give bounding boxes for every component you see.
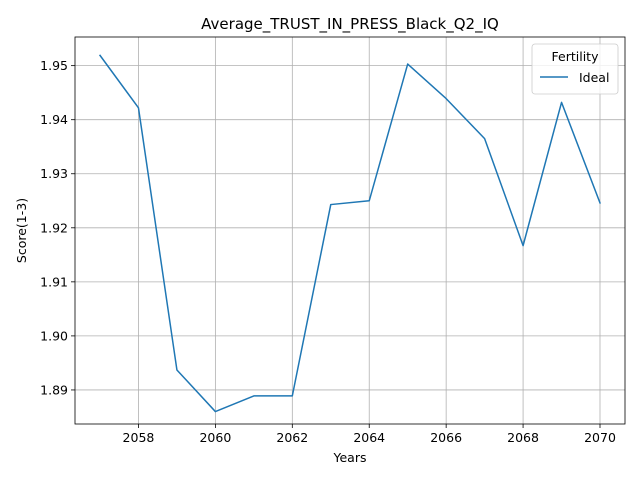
- legend-title: Fertility: [552, 49, 600, 64]
- x-axis-label: Years: [333, 450, 367, 465]
- y-tick-label: 1.90: [40, 328, 68, 343]
- x-axis: 2058 2060 2062 2064 2066 2068 2070: [123, 424, 616, 445]
- plot-area: [74, 36, 626, 425]
- x-tick-label: 2060: [199, 430, 231, 445]
- y-tick-label: 1.89: [40, 382, 68, 397]
- legend-box: [531, 43, 619, 95]
- x-tick-label: 2066: [430, 430, 462, 445]
- y-tick-label: 1.92: [40, 220, 68, 235]
- grid: [75, 37, 625, 424]
- y-tick-label: 1.93: [40, 166, 68, 181]
- chart-title: Average_TRUST_IN_PRESS_Black_Q2_IQ: [201, 15, 499, 34]
- y-tick-label: 1.91: [40, 274, 68, 289]
- x-tick-label: 2062: [276, 430, 308, 445]
- y-axis: 1.89 1.90 1.91 1.92 1.93 1.94 1.95: [40, 58, 75, 397]
- x-tick-label: 2070: [584, 430, 616, 445]
- legend-label-ideal: Ideal: [579, 70, 609, 85]
- y-tick-label: 1.94: [40, 112, 68, 127]
- y-axis-label: Score(1-3): [14, 198, 29, 263]
- series-line-ideal: [98, 54, 601, 413]
- x-tick-label: 2064: [353, 430, 385, 445]
- x-tick-label: 2068: [507, 430, 539, 445]
- legend: Fertility Ideal: [531, 43, 619, 95]
- x-tick-label: 2058: [123, 430, 155, 445]
- series-layer: [98, 54, 601, 413]
- y-tick-label: 1.95: [40, 58, 68, 73]
